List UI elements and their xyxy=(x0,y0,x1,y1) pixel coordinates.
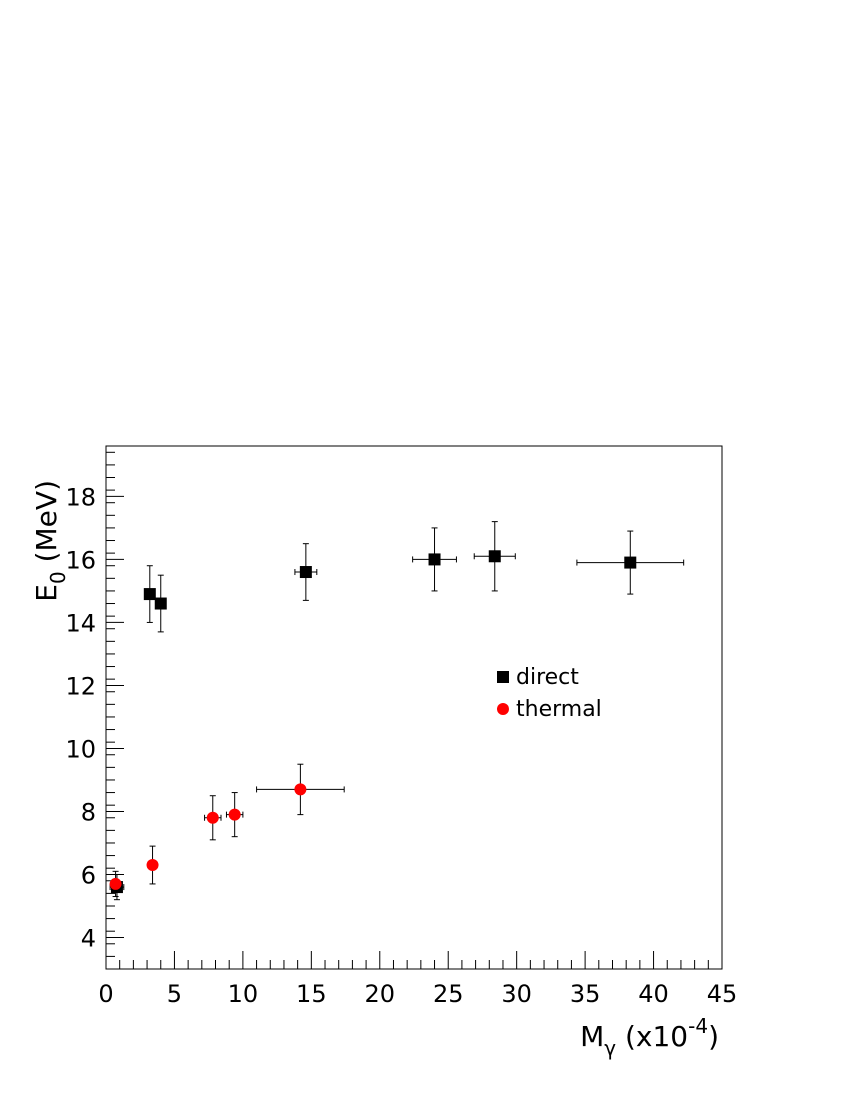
legend-label-direct: direct xyxy=(516,665,579,690)
thermal-point xyxy=(204,795,222,841)
x-axis-title: Mγ (x10-4) xyxy=(580,1014,719,1060)
y-tick-label: 6 xyxy=(81,861,96,889)
thermal-point xyxy=(256,763,345,816)
thermal-marker xyxy=(206,811,219,824)
x-tick-label: 10 xyxy=(228,980,259,1008)
legend-marker-direct xyxy=(497,671,509,683)
thermal-point xyxy=(225,792,244,838)
y-tick-label: 4 xyxy=(81,924,96,952)
x-tick-label: 0 xyxy=(98,980,113,1008)
legend-marker-thermal xyxy=(497,703,509,715)
x-tick-label: 20 xyxy=(365,980,396,1008)
y-tick-labels: 4 6 8 10 12 14 16 18 xyxy=(65,483,96,952)
thermal-point xyxy=(146,845,159,885)
direct-marker xyxy=(154,597,167,610)
plot-frame xyxy=(105,445,723,970)
direct-point xyxy=(154,574,167,633)
direct-point xyxy=(473,521,516,592)
x-tick-label: 40 xyxy=(638,980,669,1008)
direct-marker xyxy=(143,588,156,601)
x-tick-label: 45 xyxy=(707,980,738,1008)
y-tick-label: 14 xyxy=(65,609,96,637)
x-tick-label: 30 xyxy=(501,980,532,1008)
axis-ticks xyxy=(105,451,723,970)
direct-marker xyxy=(428,553,441,566)
thermal-marker xyxy=(109,877,122,890)
x-tick-label: 25 xyxy=(433,980,464,1008)
y-tick-label: 16 xyxy=(65,546,96,574)
y-tick-label: 12 xyxy=(65,672,96,700)
y-tick-label: 8 xyxy=(81,798,96,826)
x-tick-label: 15 xyxy=(296,980,327,1008)
thermal-marker xyxy=(228,808,241,821)
direct-point xyxy=(294,543,318,601)
thermal-point xyxy=(109,870,122,898)
direct-point xyxy=(576,530,685,595)
legend: direct thermal xyxy=(497,665,602,722)
direct-point xyxy=(412,527,457,592)
x-tick-label: 5 xyxy=(167,980,182,1008)
legend-label-thermal: thermal xyxy=(516,697,602,722)
direct-marker xyxy=(624,556,637,569)
x-tick-label: 35 xyxy=(570,980,601,1008)
x-tick-labels: 0 5 10 15 20 25 30 35 40 45 xyxy=(98,980,737,1008)
direct-marker xyxy=(488,550,501,563)
data-points xyxy=(109,521,685,901)
y-axis-title: E0 (MeV) xyxy=(30,480,70,602)
thermal-marker xyxy=(146,859,159,872)
y-tick-label: 10 xyxy=(65,735,96,763)
direct-marker xyxy=(299,566,312,579)
thermal-marker xyxy=(294,783,307,796)
direct-point xyxy=(143,565,156,623)
y-tick-label: 18 xyxy=(65,483,96,511)
